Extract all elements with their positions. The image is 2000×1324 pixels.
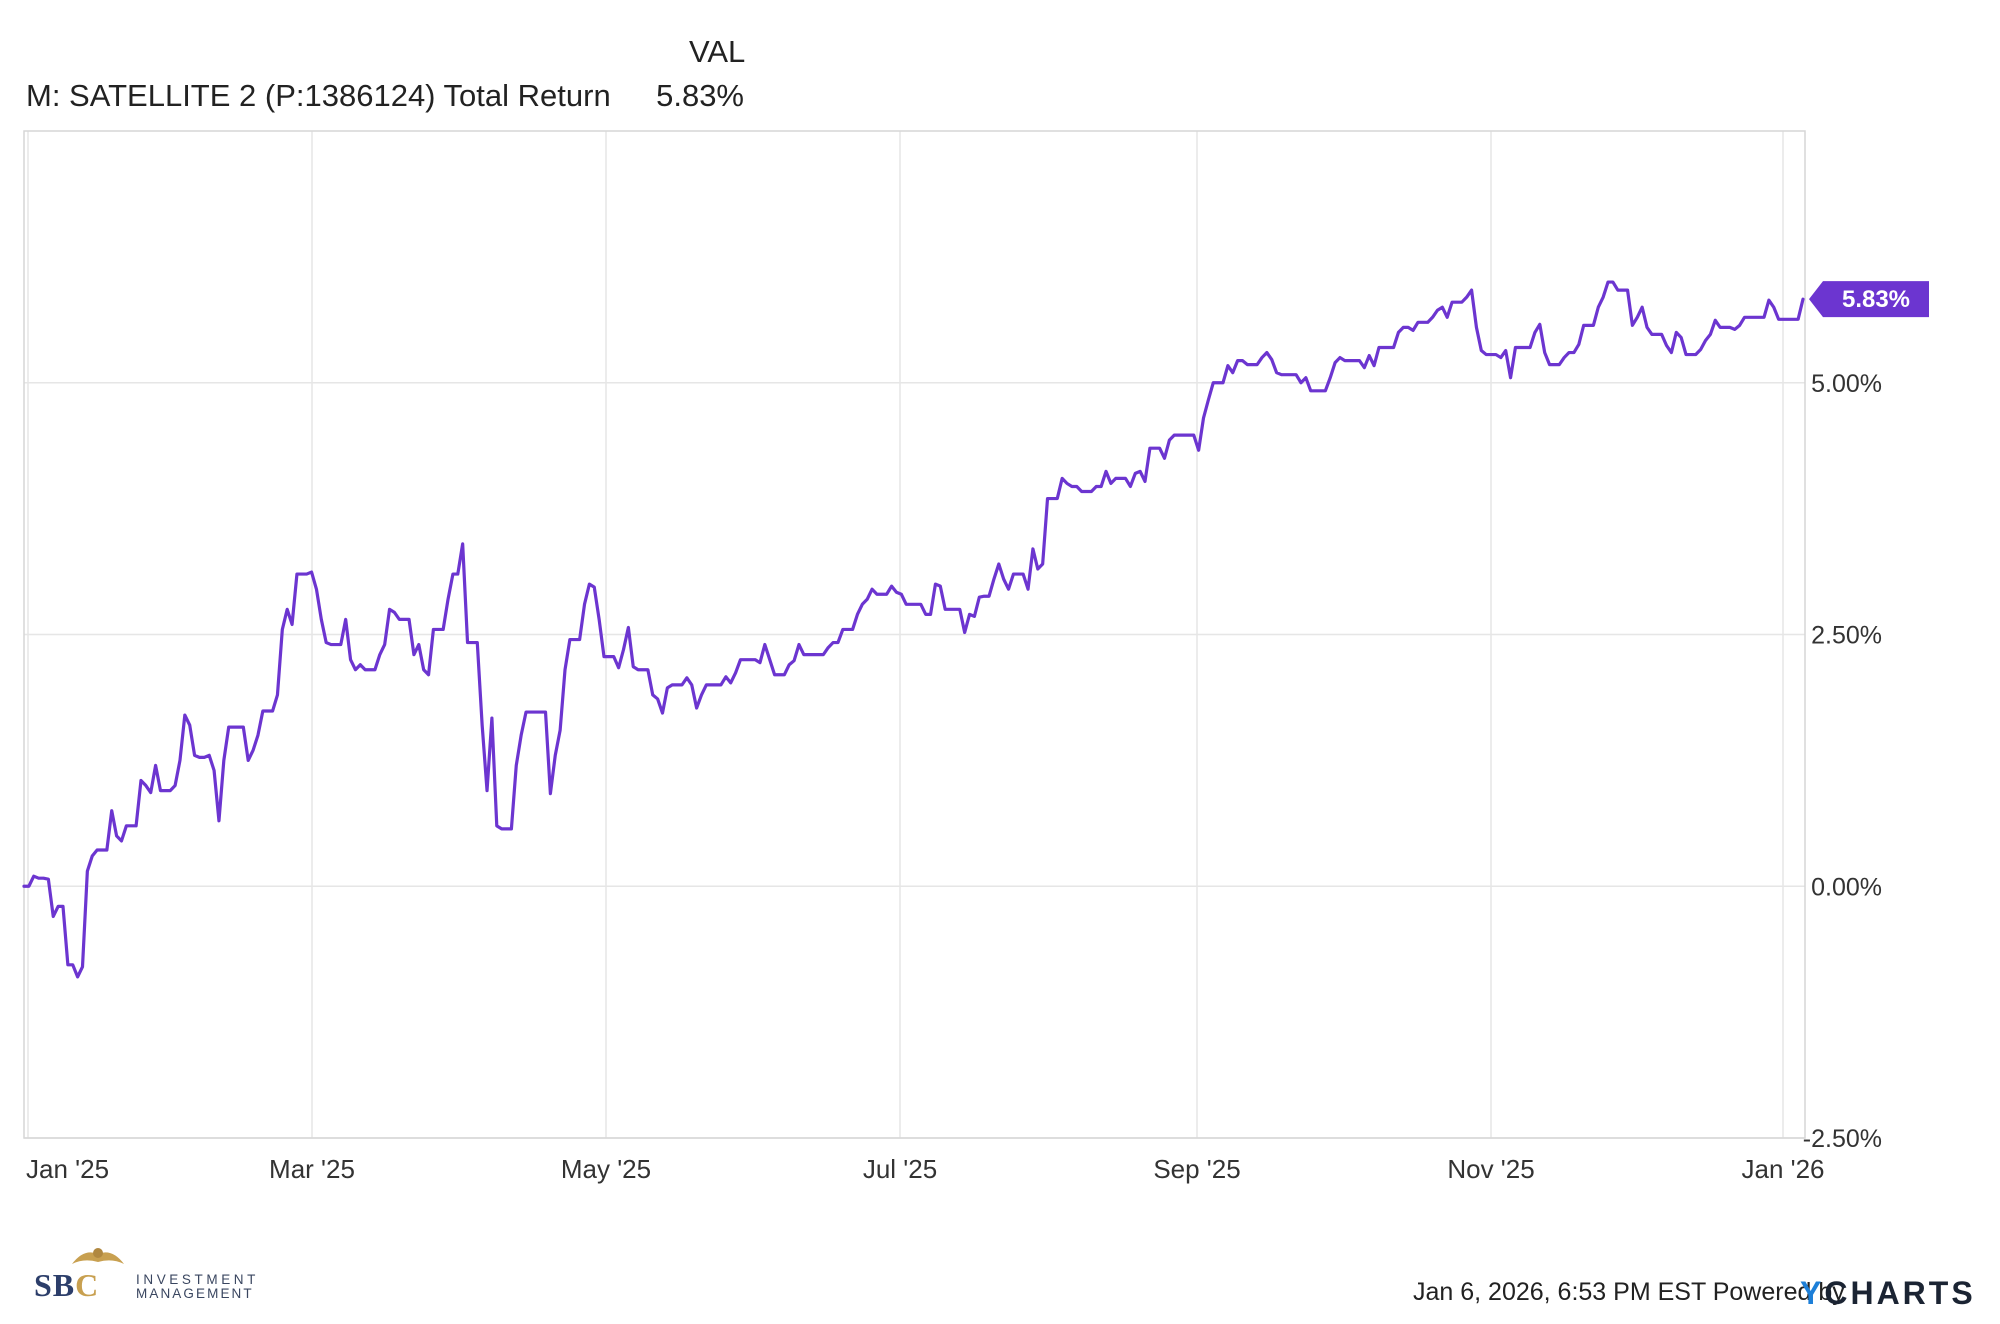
last-value-callout: 5.83%: [1809, 281, 1929, 318]
sbc-investment-text: INVESTMENT: [136, 1272, 260, 1287]
y-tick-label: 5.00%: [1811, 370, 1882, 398]
legend-column-header: VAL: [689, 34, 746, 69]
y-tick-label: 2.50%: [1811, 622, 1882, 650]
sbc-letters: SBC: [34, 1267, 100, 1303]
y-tick-label: -2.50%: [1803, 1125, 1882, 1153]
x-tick-label: Jan '25: [26, 1154, 109, 1184]
x-axis-ticks: Jan '25 Mar '25 May '25 Jul '25 Sep '25 Nov '…: [26, 1154, 1825, 1184]
last-value-callout-bg: [1809, 281, 1929, 318]
plot-area-border: [23, 130, 1806, 1139]
series-line: [22, 280, 1805, 979]
sbc-investment-logo: SBC INVESTMENT MANAGEMENT: [34, 1242, 294, 1303]
ycharts-y-mark: Y: [1800, 1275, 1825, 1311]
grid-lines: [24, 131, 1805, 1139]
x-tick-label: May '25: [561, 1154, 651, 1184]
legend-series-value: 5.83%: [656, 78, 744, 113]
ycharts-wordmark: CHARTS: [1824, 1275, 1976, 1311]
x-tick-label: Sep '25: [1153, 1154, 1240, 1184]
y-tick-label: 0.00%: [1811, 873, 1882, 901]
eagle-emblem-icon: [72, 1248, 124, 1264]
x-tick-label: Jan '26: [1741, 1154, 1824, 1184]
x-tick-label: Jul '25: [863, 1154, 937, 1184]
legend-series-label: M: SATELLITE 2 (P:1386124) Total Return: [26, 78, 611, 113]
last-value-label: 5.83%: [1842, 286, 1910, 313]
y-axis-ticks: 5.00% 2.50% 0.00% -2.50%: [1803, 370, 1882, 1153]
x-tick-label: Nov '25: [1447, 1154, 1534, 1184]
ycharts-logo[interactable]: YCHARTS: [1800, 1275, 1976, 1312]
timestamp-powered-by: Jan 6, 2026, 6:53 PM EST Powered by: [1413, 1278, 1845, 1306]
x-tick-label: Mar '25: [269, 1154, 355, 1184]
sbc-management-text: MANAGEMENT: [136, 1286, 254, 1301]
